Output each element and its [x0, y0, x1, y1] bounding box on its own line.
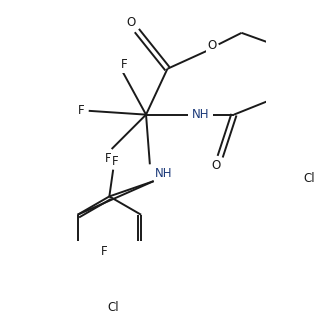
Text: F: F — [112, 155, 118, 168]
Text: NH: NH — [192, 108, 210, 121]
Text: O: O — [126, 16, 135, 29]
Text: O: O — [207, 39, 216, 52]
Text: O: O — [212, 159, 221, 172]
Text: F: F — [78, 104, 84, 117]
Text: F: F — [121, 59, 128, 72]
Text: Cl: Cl — [303, 172, 315, 185]
Text: F: F — [105, 152, 111, 165]
Text: F: F — [101, 245, 108, 258]
Text: Cl: Cl — [107, 301, 119, 314]
Text: NH: NH — [155, 167, 172, 180]
